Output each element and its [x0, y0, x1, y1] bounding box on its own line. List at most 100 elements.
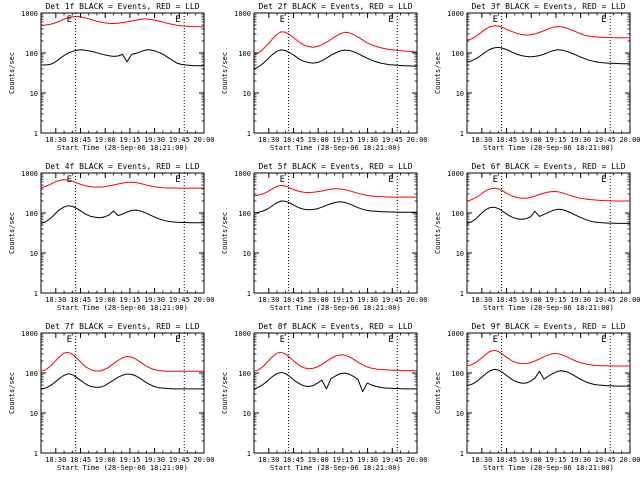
x-tick-label: 18:30	[45, 136, 66, 144]
plot-frame	[253, 172, 418, 294]
y-tick-label: 10	[30, 410, 38, 418]
x-tick-label: 19:45	[382, 456, 403, 464]
event-marker-label: E	[493, 15, 498, 25]
event-marker-label: E	[388, 15, 393, 25]
x-tick-label: 18:45	[496, 136, 517, 144]
event-marker-label: E	[280, 335, 285, 345]
y-tick-label: 1	[34, 450, 38, 458]
x-tick-label: 20:00	[193, 296, 214, 304]
x-tick-label: 18:45	[496, 296, 517, 304]
x-tick-label: 20:00	[406, 136, 427, 144]
x-tick-label: 19:00	[308, 296, 329, 304]
x-tick-label: 19:45	[595, 456, 616, 464]
event-marker-label: E	[601, 175, 606, 185]
y-axis-label: Counts/sec	[434, 372, 442, 414]
x-axis-label: Start Time (28-Sep-06 18:21:00)	[483, 304, 614, 312]
panel-title: Det 6f BLACK = Events, RED = LLD	[471, 162, 625, 171]
y-tick-label: 1000	[21, 10, 38, 18]
x-tick-label: 19:00	[521, 456, 542, 464]
y-axis-label: Counts/sec	[434, 52, 442, 94]
event-marker-label: E	[280, 175, 285, 185]
plot-frame	[253, 332, 418, 454]
x-tick-label: 19:45	[382, 296, 403, 304]
x-tick-label: 19:00	[521, 136, 542, 144]
panel-8: Det 8f BLACK = Events, RED = LLD 1 10 100 10…	[221, 322, 428, 472]
y-axis-label: Counts/sec	[8, 212, 16, 254]
x-tick-label: 19:30	[570, 136, 591, 144]
panel-title: Det 1f BLACK = Events, RED = LLD	[45, 2, 199, 11]
event-marker-label: E	[388, 335, 393, 345]
y-tick-label: 1	[247, 290, 251, 298]
y-tick-label: 1000	[447, 170, 464, 178]
lld-series-line	[466, 187, 630, 202]
lld-series-line	[253, 351, 417, 372]
panel-3: Det 3f BLACK = Events, RED = LLD 1 10 100 10…	[434, 2, 640, 152]
y-axis-label: Counts/sec	[8, 52, 16, 94]
lld-series-line	[40, 15, 205, 28]
x-tick-label: 19:45	[169, 136, 190, 144]
panel-title: Det 9f BLACK = Events, RED = LLD	[471, 322, 625, 331]
events-series-line	[253, 49, 417, 70]
y-tick-label: 100	[451, 370, 464, 378]
x-tick-label: 20:00	[193, 136, 214, 144]
lld-series-line	[466, 25, 630, 41]
x-tick-label: 19:15	[119, 456, 140, 464]
y-tick-label: 100	[25, 210, 38, 218]
y-tick-label: 1	[34, 290, 38, 298]
x-tick-label: 20:00	[406, 456, 427, 464]
x-axis-label: Start Time (28-Sep-06 18:21:00)	[57, 144, 188, 152]
events-series-line	[253, 200, 417, 214]
x-tick-label: 18:30	[258, 296, 279, 304]
events-series-line	[466, 368, 630, 387]
x-axis-label: Start Time (28-Sep-06 18:21:00)	[270, 144, 401, 152]
x-axis-label: Start Time (28-Sep-06 18:21:00)	[483, 144, 614, 152]
y-tick-label: 10	[456, 410, 464, 418]
y-tick-label: 1000	[234, 10, 251, 18]
y-tick-label: 1	[460, 450, 464, 458]
y-tick-label: 10	[30, 250, 38, 258]
event-marker-label: E	[67, 335, 72, 345]
panel-title: Det 3f BLACK = Events, RED = LLD	[471, 2, 625, 11]
y-tick-label: 1000	[21, 330, 38, 338]
y-tick-label: 1000	[447, 330, 464, 338]
event-marker-label: E	[67, 15, 72, 25]
plot-frame	[466, 172, 631, 294]
x-tick-label: 19:15	[332, 136, 353, 144]
x-tick-label: 18:45	[70, 136, 91, 144]
x-tick-label: 18:30	[471, 296, 492, 304]
plot-frame	[466, 12, 631, 134]
y-tick-label: 1	[247, 130, 251, 138]
panel-5: Det 5f BLACK = Events, RED = LLD 1 10 100 10…	[221, 162, 428, 312]
x-tick-label: 18:45	[70, 296, 91, 304]
x-axis-label: Start Time (28-Sep-06 18:21:00)	[270, 304, 401, 312]
x-tick-label: 19:45	[169, 296, 190, 304]
events-series-line	[466, 206, 630, 224]
x-tick-label: 19:15	[332, 456, 353, 464]
panel-title: Det 4f BLACK = Events, RED = LLD	[45, 162, 199, 171]
y-tick-label: 1	[34, 130, 38, 138]
lld-series-line	[40, 351, 204, 372]
events-series-line	[40, 205, 204, 224]
y-tick-label: 100	[25, 370, 38, 378]
x-tick-label: 19:45	[169, 456, 190, 464]
lld-series-line	[466, 349, 630, 367]
x-tick-label: 18:45	[496, 456, 517, 464]
y-tick-label: 10	[243, 250, 251, 258]
x-tick-label: 19:45	[595, 136, 616, 144]
panel-2: Det 2f BLACK = Events, RED = LLD 1 10 100 10…	[221, 2, 428, 152]
y-tick-label: 100	[451, 210, 464, 218]
y-axis-label: Counts/sec	[221, 372, 229, 414]
x-tick-label: 19:30	[570, 456, 591, 464]
y-tick-label: 100	[238, 370, 251, 378]
y-axis-label: Counts/sec	[221, 212, 229, 254]
plot-frame	[40, 332, 205, 454]
x-tick-label: 18:30	[45, 456, 66, 464]
event-marker-label: E	[388, 175, 393, 185]
x-tick-label: 19:15	[545, 136, 566, 144]
x-tick-label: 19:30	[144, 296, 165, 304]
x-tick-label: 19:15	[119, 136, 140, 144]
events-series-line	[253, 371, 417, 393]
panel-9: Det 9f BLACK = Events, RED = LLD 1 10 100 10…	[434, 322, 640, 472]
y-tick-label: 1000	[21, 170, 38, 178]
